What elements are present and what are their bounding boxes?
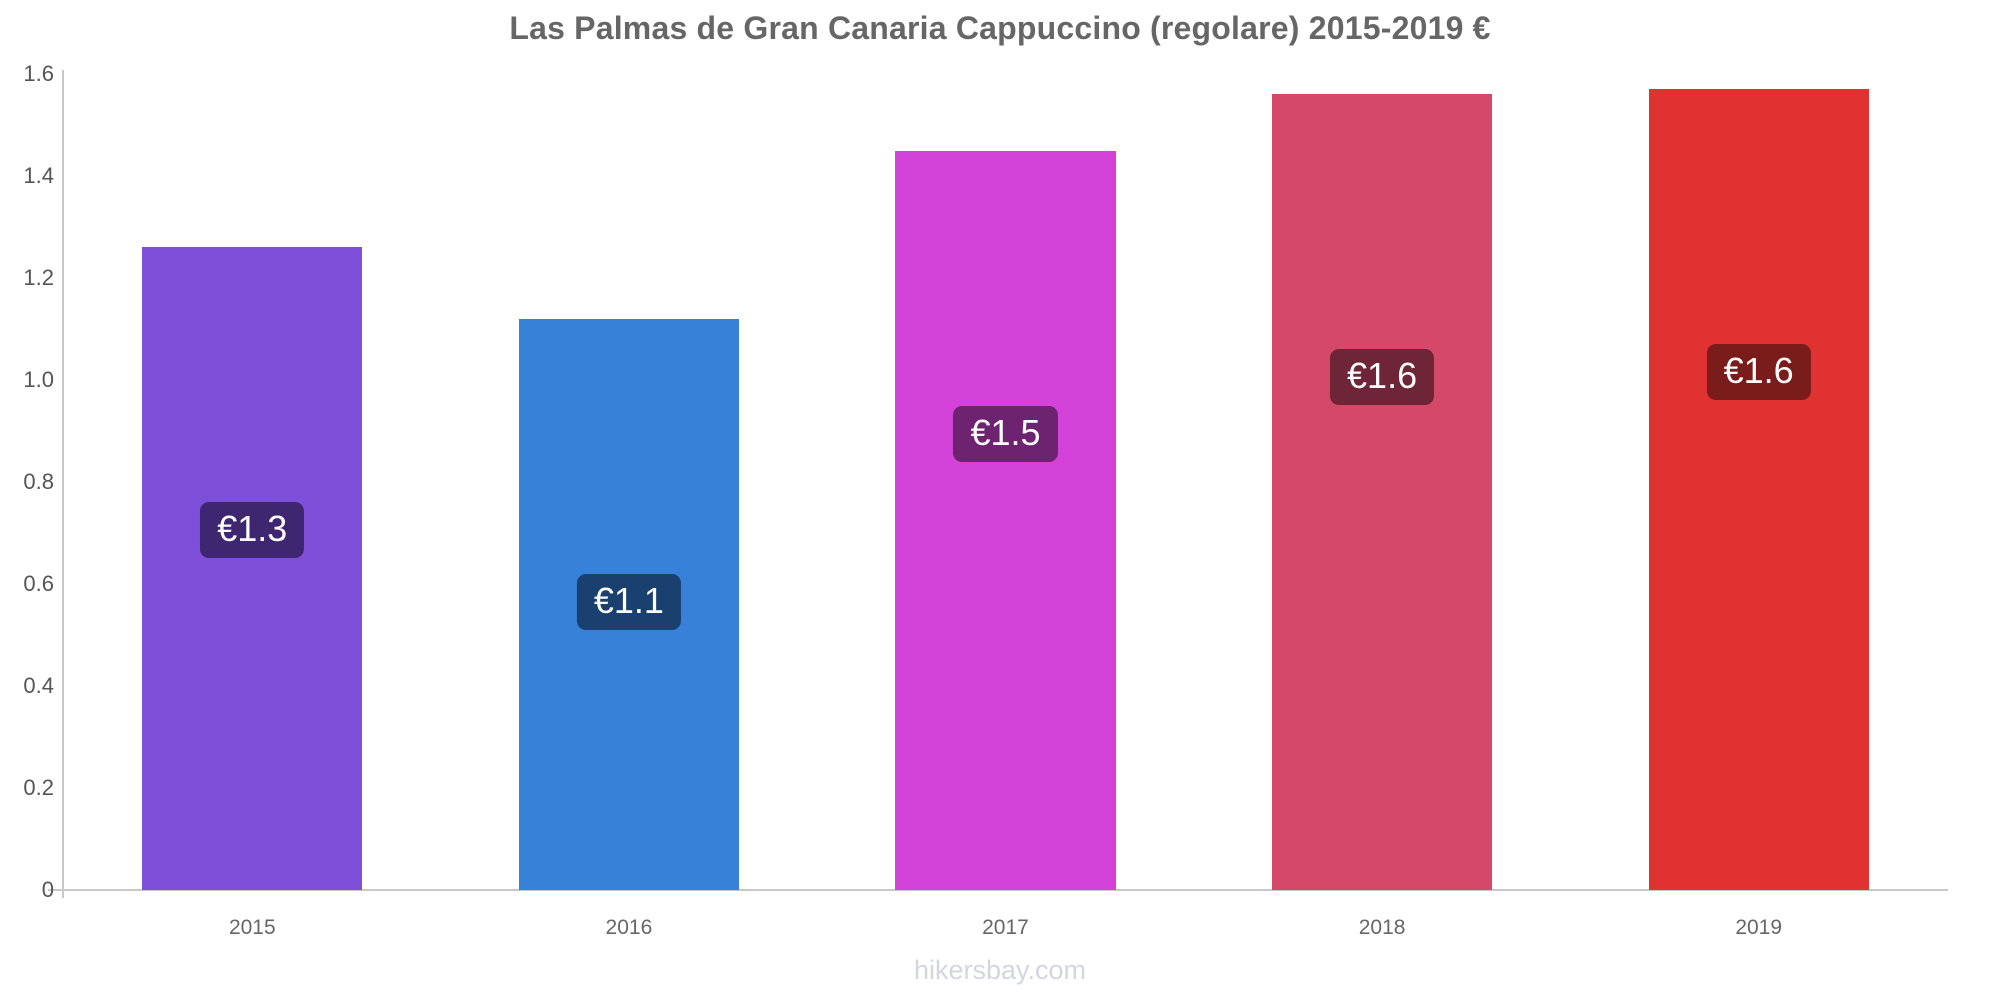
- bar-2017[interactable]: [895, 150, 1116, 890]
- bar-value-label-2019: €1.6: [1706, 344, 1811, 401]
- bar-value-label-2015: €1.3: [200, 502, 305, 559]
- bar-series: €1.3 2015 €1.1 2016 €1.5 2017 €1.6 2018 €1.6 2019: [64, 0, 1947, 1000]
- x-axis-baseline: [48, 889, 1948, 891]
- y-axis-tick-1-0: 1.0: [23, 367, 54, 392]
- bar-2019[interactable]: [1648, 89, 1869, 890]
- chart-title: Las Palmas de Gran Canaria Cappuccino (r…: [509, 10, 1491, 46]
- y-axis-tick-0-2: 0.2: [23, 775, 54, 800]
- bar-value-label-2017: €1.5: [953, 405, 1058, 462]
- y-axis-tick-1-2: 1.2: [23, 265, 54, 290]
- bar-2018[interactable]: [1271, 94, 1493, 890]
- x-axis-tick-2019: 2019: [1735, 916, 1783, 939]
- y-axis-line: [62, 70, 64, 898]
- x-axis-tick-2015: 2015: [228, 916, 276, 939]
- bar-group-2018: €1.6: [1271, 0, 1493, 890]
- x-axis-tick-2017: 2017: [982, 916, 1029, 939]
- x-axis-tick-2016: 2016: [605, 916, 653, 939]
- y-axis-tick-0-6: 0.6: [23, 571, 54, 596]
- bar-group-2016: €1.1: [518, 0, 740, 890]
- bar-value-label-2018: €1.6: [1330, 349, 1435, 406]
- bar-group-2017: €1.5: [895, 0, 1116, 890]
- x-axis-tick-2018: 2018: [1358, 916, 1406, 939]
- bar-value-label-2016: €1.1: [576, 573, 681, 630]
- y-axis-tick-labels: 0 0.2 0.4 0.6 0.8 1.0 1.2 1.4 1.6: [0, 0, 54, 1000]
- bar-group-2015: €1.3: [142, 0, 363, 890]
- bar-group-2019: €1.6: [1648, 0, 1869, 890]
- watermark: hikersbay.com: [913, 955, 1087, 985]
- y-axis-tick-1-4: 1.4: [23, 163, 54, 188]
- y-axis-tick-0: 0: [41, 877, 54, 902]
- bar-2015[interactable]: [142, 247, 363, 890]
- y-axis-tick-1-6: 1.6: [23, 61, 54, 86]
- y-axis-tick-0-8: 0.8: [23, 469, 54, 494]
- y-axis-tick-0-4: 0.4: [23, 673, 54, 698]
